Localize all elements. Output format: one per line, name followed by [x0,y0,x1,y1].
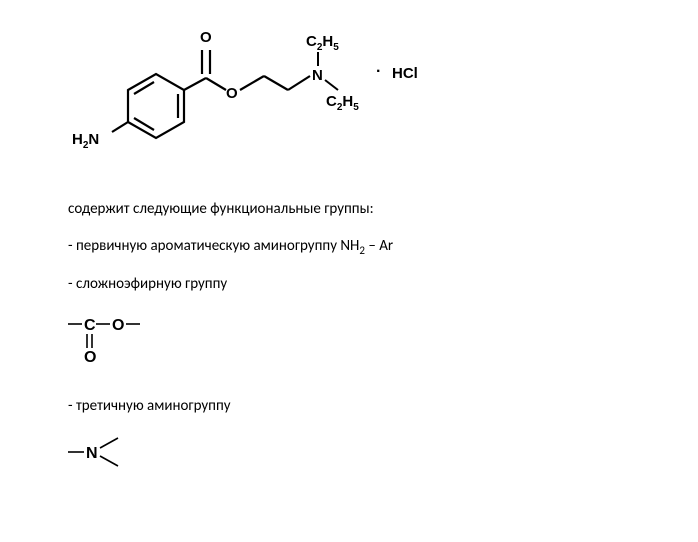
amine-fragment-svg: N [68,432,148,472]
bond-nh2 [112,122,128,132]
label-o-ester: O [226,85,238,102]
amine-bond-up [100,438,118,448]
bond-ch2-ch2 [264,76,288,90]
bond-c-o-ester [206,78,226,90]
main-molecule-diagram: H2N O O N C2H5 [68,12,468,172]
label-h2n: H2N [72,131,99,151]
ester-fragment-svg: C O O [68,310,168,370]
bond-ring-to-carbonyl [184,78,206,90]
text-line-3: - сложноэфирную группу [68,273,698,296]
text-line-1: содержит следующие функциональные группы… [68,198,698,221]
molecule-svg: H2N O O N C2H5 [68,12,468,172]
text-line-2: - первичную ароматическую аминогруппу NH… [68,235,698,260]
amine-label-n: N [86,445,98,462]
ester-fragment: C O O [68,310,698,378]
amine-fragment: N [68,432,698,480]
ester-label-c: C [84,317,96,334]
label-o-double: O [200,29,212,46]
bond-ch2-n [288,76,310,90]
amine-bond-down [100,456,118,466]
ester-label-o-dbl: O [84,349,96,366]
label-n: N [312,67,323,84]
ester-label-o-top: O [112,317,124,334]
label-c2h5-bot: C2H5 [326,93,359,113]
page-root: H2N O O N C2H5 [0,0,698,542]
label-c2h5-top: C2H5 [306,33,339,53]
bond-n-c2h5-bot [325,80,338,90]
benzene-ring [128,74,184,138]
text-line-4: - третичную аминогруппу [68,395,698,418]
label-hcl: HCl [392,65,418,82]
bond-o-ch2a [240,76,264,90]
label-dot: · [376,63,381,80]
text-block: содержит следующие функциональные группы… [68,198,698,479]
